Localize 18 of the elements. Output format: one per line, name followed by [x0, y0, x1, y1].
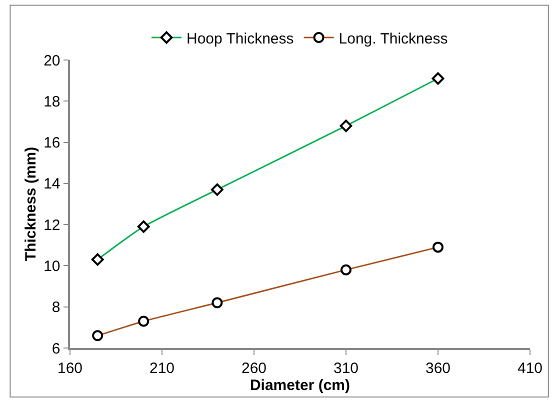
y-tick-label: 8	[52, 299, 60, 316]
legend-label: Hoop Thickness	[186, 30, 294, 48]
legend-label: Long. Thickness	[338, 30, 448, 48]
y-tick-label: 10	[44, 258, 60, 275]
x-tick-label: 310	[333, 360, 359, 377]
x-tick-label: 260	[241, 360, 267, 377]
x-tick-label: 410	[517, 360, 543, 377]
x-tick-label: 160	[57, 360, 83, 377]
y-tick-label: 14	[44, 176, 60, 193]
y-axis-title: Thickness (mm)	[22, 146, 40, 262]
y-tick-label: 20	[44, 52, 60, 70]
y-tick-label: 16	[44, 134, 60, 152]
y-tick-label: 18	[44, 93, 60, 110]
x-axis-title: Diameter (cm)	[250, 376, 350, 394]
x-tick-label: 360	[425, 360, 451, 377]
x-tick-label: 210	[149, 360, 175, 377]
y-tick-label: 6	[52, 340, 60, 358]
y-tick-label: 12	[44, 216, 60, 234]
